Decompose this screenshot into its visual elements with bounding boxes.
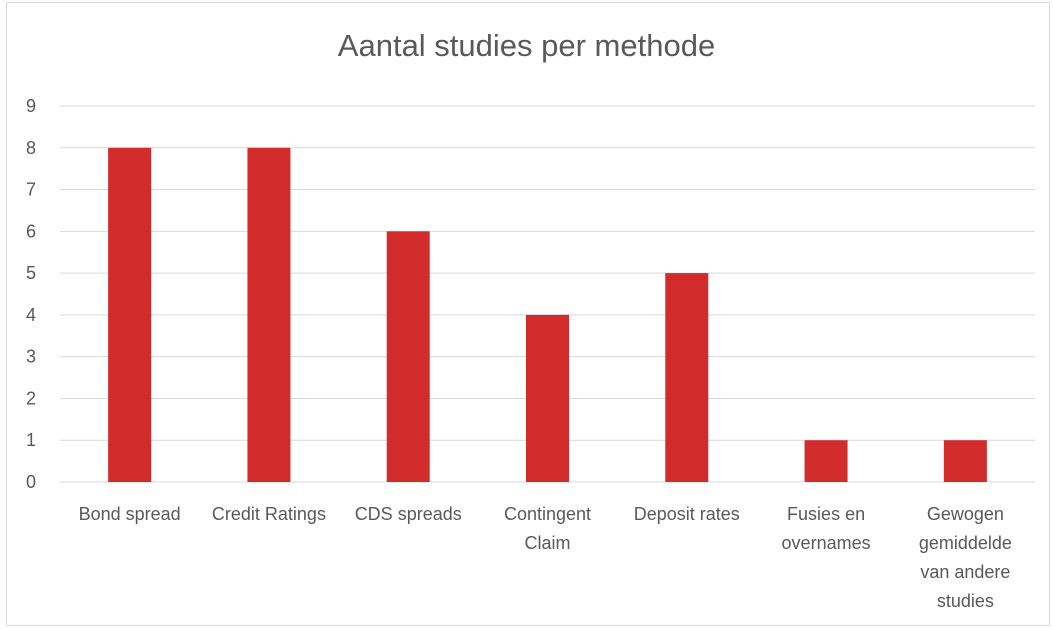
x-category-label: Bond spread [79, 504, 181, 524]
bar-5 [804, 440, 848, 482]
bar-0 [108, 147, 152, 482]
x-category-label: Contingent Claim [504, 504, 591, 553]
chart-title: Aantal studies per methode [337, 28, 716, 63]
bar-4 [665, 273, 709, 482]
x-category-label: CDS spreads [355, 504, 462, 524]
x-axis-labels: Bond spread Credit Ratings CDS spreads Cont… [79, 504, 1012, 611]
y-tick-label: 2 [26, 388, 36, 408]
y-axis-ticks: 0 1 2 3 4 5 6 7 8 9 [26, 96, 36, 492]
bars [108, 147, 987, 482]
y-tick-label: 3 [26, 347, 36, 367]
bar-1 [247, 147, 291, 482]
x-category-label: Gewogen gemiddelde van andere studies [919, 504, 1012, 611]
y-tick-label: 7 [26, 180, 36, 200]
bar-6 [943, 440, 987, 482]
y-tick-label: 1 [26, 430, 36, 450]
x-category-label: Fusies en overnames [782, 504, 871, 553]
y-tick-label: 0 [26, 472, 36, 492]
y-tick-label: 9 [26, 96, 36, 116]
bar-3 [526, 314, 569, 482]
y-tick-label: 8 [26, 138, 36, 158]
x-category-label: Credit Ratings [212, 504, 326, 524]
y-tick-label: 4 [26, 305, 36, 325]
y-tick-label: 6 [26, 221, 36, 241]
y-tick-label: 5 [26, 263, 36, 283]
x-category-label: Deposit rates [634, 504, 740, 524]
bar-2 [386, 231, 430, 482]
